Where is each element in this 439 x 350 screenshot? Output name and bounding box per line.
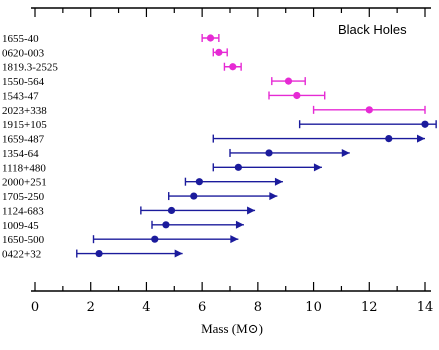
row-label: 1650-500: [2, 234, 45, 246]
data-point: [162, 221, 170, 229]
lower-limit-arrow: [274, 177, 283, 186]
row-label: 1915+105: [2, 119, 47, 131]
row-1543-47: 1543-47: [2, 90, 326, 102]
row-label: 0620-003: [2, 47, 45, 59]
row-label: 1354-64: [2, 148, 39, 160]
x-tick-label: 12: [361, 300, 378, 315]
data-point: [206, 34, 215, 42]
data-point: [215, 48, 223, 56]
lower-limit-arrow: [235, 220, 244, 229]
row-1650-500: 1650-500: [2, 234, 239, 246]
row-label: 1543-47: [2, 90, 39, 102]
x-tick-label: 8: [254, 300, 262, 315]
row-2023+338: 2023+338: [2, 105, 426, 117]
row-label: 1659-487: [2, 134, 45, 146]
lower-limit-arrow: [417, 134, 425, 143]
row-1009-45: 1009-45: [2, 220, 244, 232]
data-point: [151, 235, 159, 243]
row-1819.3-2525: 1819.3-2525: [2, 62, 242, 74]
row-label: 0422+32: [2, 249, 41, 261]
row-1550-564: 1550-564: [2, 76, 306, 88]
data-rows: 1655-40 0620-003 1819.3-2525 1550-564 1543-4…: [2, 33, 437, 261]
data-point: [293, 91, 301, 100]
row-0422+32: 0422+32: [2, 249, 183, 261]
row-1915+105: 1915+105: [2, 119, 437, 131]
row-1705-250: 1705-250: [2, 191, 278, 203]
row-0620-003: 0620-003: [2, 47, 228, 59]
data-point: [284, 77, 293, 85]
data-point: [229, 63, 237, 71]
row-label: 1655-40: [2, 33, 39, 45]
x-tick-label: 2: [87, 300, 95, 315]
row-2000+251: 2000+251: [2, 177, 283, 189]
x-tick-label: 10: [305, 300, 322, 315]
data-point: [385, 134, 393, 143]
x-tick-label: 4: [142, 300, 150, 315]
row-label: 1705-250: [2, 191, 45, 203]
lower-limit-arrow: [313, 163, 322, 172]
row-label: 1118+480: [2, 162, 46, 174]
data-point: [95, 249, 103, 258]
row-label: 1124-683: [2, 205, 44, 217]
row-1655-40: 1655-40: [2, 33, 220, 45]
row-label: 2023+338: [2, 105, 47, 117]
legend-label: Black Holes: [338, 22, 407, 37]
x-tick-label: 0: [31, 300, 39, 315]
row-1118+480: 1118+480: [2, 162, 322, 174]
lower-limit-arrow: [341, 148, 350, 157]
row-label: 1009-45: [2, 220, 39, 232]
data-point: [195, 178, 203, 186]
row-1659-487: 1659-487: [2, 134, 425, 146]
lower-limit-arrow: [247, 206, 256, 215]
x-tick-label: 6: [198, 300, 206, 315]
row-label: 2000+251: [2, 177, 47, 189]
lower-limit-arrow: [269, 192, 278, 201]
lower-limit-arrow: [174, 249, 183, 258]
data-point: [167, 206, 176, 215]
tick-group: 0 2 4 6 8 10 12 14: [31, 8, 433, 315]
data-point: [234, 163, 242, 171]
lower-limit-arrow: [230, 235, 239, 244]
data-point: [265, 149, 273, 157]
row-label: 1819.3-2525: [2, 62, 58, 74]
data-point: [190, 192, 198, 200]
row-1124-683: 1124-683: [2, 205, 256, 217]
x-axis-title: Mass (M⊙): [201, 321, 263, 336]
row-label: 1550-564: [2, 76, 45, 88]
x-tick-label: 14: [417, 300, 434, 315]
row-1354-64: 1354-64: [2, 148, 350, 160]
data-point: [421, 120, 429, 128]
data-point: [365, 106, 373, 114]
